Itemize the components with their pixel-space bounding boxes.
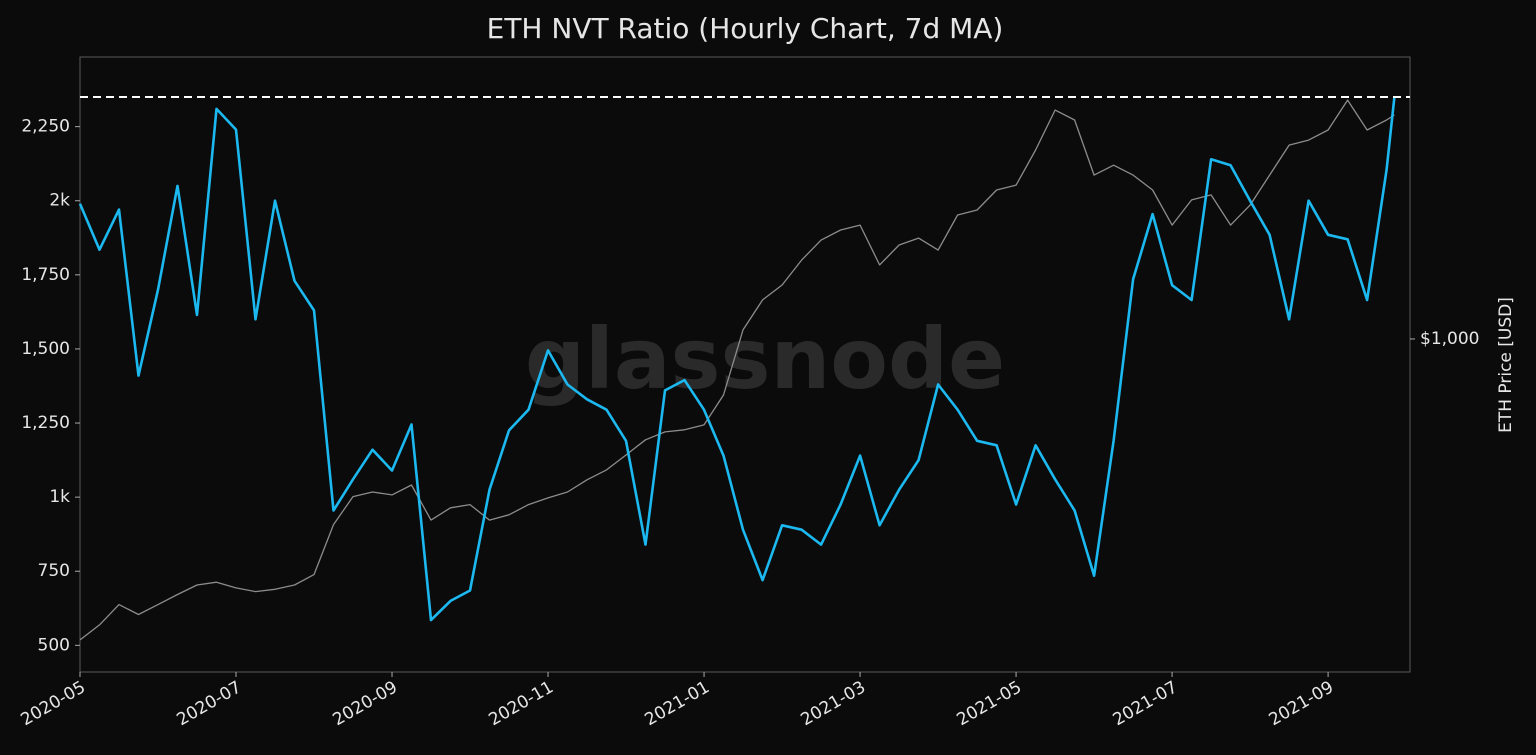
y-tick-label: 2k [49, 191, 70, 211]
y-tick-label: 1,750 [21, 265, 70, 285]
y-tick-label: 1,500 [21, 339, 70, 359]
y2-tick-label: $1,000 [1420, 329, 1479, 349]
line-series [79, 99, 1395, 641]
y-tick-label: 500 [38, 635, 70, 655]
chart-title: ETH NVT Ratio (Hourly Chart, 7d MA) [487, 12, 1004, 45]
line-series [78, 96, 1396, 622]
plot-area [79, 56, 1411, 673]
watermark: glassnode [525, 310, 1005, 408]
y-tick-label: 750 [38, 561, 70, 581]
y-tick-label: 1,250 [21, 413, 70, 433]
y-tick-label: 1k [49, 487, 70, 507]
y2-axis-label: ETH Price [USD] [1496, 297, 1516, 433]
y-tick-label: 2,250 [21, 117, 70, 137]
